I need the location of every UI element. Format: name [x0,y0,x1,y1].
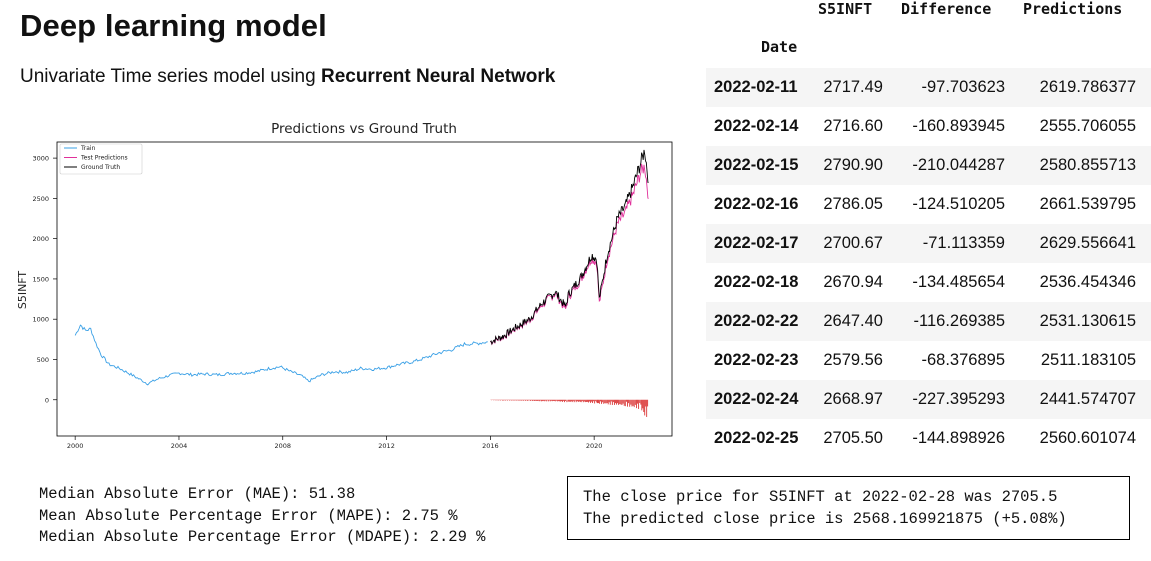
x-tick-label: 2008 [274,442,291,450]
x-tick-label: 2004 [171,442,188,450]
series-train-line [74,324,488,386]
legend-box [59,143,143,175]
cell-predictions: 2619.786377 [1039,78,1136,96]
table-row: 2022-02-14 2716.60 -160.893945 2555.706055 [706,107,1151,146]
cell-difference: -210.044287 [912,156,1005,174]
cell-date: 2022-02-24 [714,390,799,408]
error-metrics: Median Absolute Error (MAE): 51.38 Mean A… [39,484,485,549]
y-tick-label: 2000 [32,235,49,243]
cell-difference: -116.269385 [913,312,1005,330]
cell-difference: -68.376895 [921,351,1006,369]
cell-date: 2022-02-23 [714,351,799,369]
y-axis-label: S5INFT [16,271,29,310]
cell-predictions: 2511.183105 [1040,351,1136,369]
subtitle-prefix: Univariate Time series model using [20,66,321,87]
cell-s5inft: 2705.50 [823,429,883,447]
cell-date: 2022-02-15 [714,156,799,174]
prediction-summary-box: The close price for S5INFT at 2022-02-28… [567,476,1130,540]
y-tick-label: 1000 [32,316,49,324]
cell-predictions: 2580.855713 [1039,156,1136,174]
y-tick-label: 2500 [32,195,49,203]
x-tick-label: 2016 [482,442,499,450]
cell-date: 2022-02-18 [714,273,799,291]
plot-frame [56,141,673,437]
cell-s5inft: 2786.05 [823,195,883,213]
chart-legend: Train Test Predictions Ground Truth [59,143,143,175]
table-row: 2022-02-17 2700.67 -71.113359 2629.556641 [706,224,1151,263]
table-row: 2022-02-22 2647.40 -116.269385 2531.130615 [706,302,1151,341]
subtitle-model-name: Recurrent Neural Network [320,66,556,87]
col-header-difference: Difference [901,0,992,18]
table-row: 2022-02-23 2579.56 -68.376895 2511.183105 [706,341,1151,380]
cell-date: 2022-02-14 [714,117,799,135]
cell-predictions: 2661.539795 [1039,195,1136,213]
summary-close-price: The close price for S5INFT at 2022-02-28… [583,488,1058,506]
col-header-predictions: Predictions [1023,0,1123,18]
legend-train-label: Train [80,145,96,152]
x-tick-label: 2020 [586,442,603,450]
table-row: 2022-02-18 2670.94 -134.485654 2536.454346 [706,263,1151,302]
cell-s5inft: 2700.67 [823,234,883,252]
y-tick-label: 0 [45,396,49,404]
cell-difference: -227.395293 [912,390,1005,408]
chart-title: Predictions vs Ground Truth [271,121,457,137]
cell-date: 2022-02-11 [714,78,798,96]
cell-predictions: 2555.706055 [1039,117,1136,135]
cell-predictions: 2629.556641 [1039,234,1136,252]
y-tick-label: 500 [37,356,49,364]
y-tick-label: 1500 [32,275,49,283]
series-test-predictions-line [490,163,649,346]
cell-difference: -144.898926 [912,429,1005,447]
cell-s5inft: 2717.49 [823,78,883,96]
cell-s5inft: 2579.56 [823,351,883,369]
col-header-s5inft: S5INFT [818,0,873,18]
cell-difference: -160.893945 [912,117,1005,135]
cell-difference: -71.113359 [922,234,1005,252]
table-row: 2022-02-25 2705.50 -144.898926 2560.601074 [706,419,1151,458]
cell-date: 2022-02-22 [714,312,799,330]
table-row: 2022-02-16 2786.05 -124.510205 2661.539795 [706,185,1151,224]
predictions-chart: Predictions vs Ground Truth S5INFT 2000 2… [16,121,673,450]
cell-date: 2022-02-25 [714,429,799,447]
cell-date: 2022-02-17 [714,234,799,252]
table-row: 2022-02-15 2790.90 -210.044287 2580.855713 [706,146,1151,185]
table-row: 2022-02-24 2668.97 -227.395293 2441.574707 [706,380,1151,419]
legend-truth-label: Ground Truth [81,164,120,171]
cell-s5inft: 2668.97 [823,390,883,408]
table-row: 2022-02-11 2717.49 -97.703623 2619.786377 [706,68,1151,107]
index-header-date: Date [761,38,798,56]
series-ground-truth-line [490,149,649,346]
cell-predictions: 2531.130615 [1039,312,1136,330]
cell-predictions: 2536.454346 [1039,273,1136,291]
cell-s5inft: 2790.90 [823,156,883,174]
x-tick-label: 2012 [378,442,395,450]
cell-difference: -97.703623 [921,78,1006,96]
metric-mae: Median Absolute Error (MAE): 51.38 [39,485,356,503]
y-tick-label: 3000 [32,155,49,163]
page-title: Deep learning model [20,8,327,43]
cell-predictions: 2560.601074 [1039,429,1136,447]
metric-mdape: Median Absolute Percentage Error (MDAPE)… [39,528,486,546]
page-subtitle: Univariate Time series model using Recur… [20,66,555,88]
cell-date: 2022-02-16 [714,195,799,213]
cell-difference: -124.510205 [912,195,1005,213]
x-tick-label: 2000 [67,442,84,450]
cell-s5inft: 2670.94 [823,273,883,291]
summary-predicted-price: The predicted close price is 2568.169921… [583,509,1067,528]
cell-difference: -134.485654 [912,273,1005,291]
legend-pred-label: Test Predictions [80,155,128,162]
metric-mape: Mean Absolute Percentage Error (MAPE): 2… [39,506,458,525]
cell-s5inft: 2647.40 [823,312,883,330]
cell-s5inft: 2716.60 [823,117,883,135]
cell-predictions: 2441.574707 [1039,390,1136,408]
